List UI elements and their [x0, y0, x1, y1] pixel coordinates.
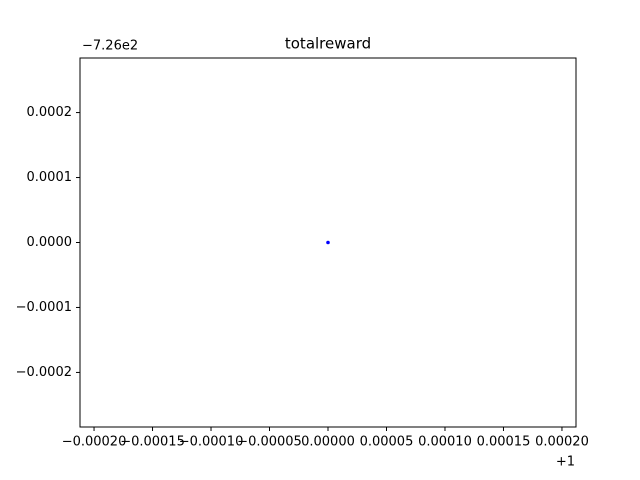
x-tick-label: −0.00015 — [120, 435, 185, 450]
y-tick-label: −0.0001 — [16, 300, 72, 315]
y-tick-label: 0.0001 — [27, 170, 73, 185]
y-tick-label: 0.0000 — [27, 235, 73, 250]
chart-title: totalreward — [285, 35, 371, 53]
x-offset-label: +1 — [556, 455, 575, 470]
y-tick-label: −0.0002 — [16, 365, 72, 380]
x-tick-label: −0.00020 — [62, 435, 127, 450]
y-tick-label: 0.0002 — [27, 105, 73, 120]
point — [326, 240, 330, 245]
x-tick-label: 0.00020 — [535, 435, 589, 450]
x-tick-label: 0.00000 — [301, 435, 355, 450]
x-tick-label: 0.00010 — [418, 435, 472, 450]
y-offset-label: −7.26e2 — [82, 39, 138, 54]
x-tick-label: −0.00005 — [237, 435, 302, 450]
x-tick-label: −0.00010 — [179, 435, 244, 450]
x-tick-label: 0.00005 — [360, 435, 414, 450]
x-tick-label: 0.00015 — [477, 435, 531, 450]
